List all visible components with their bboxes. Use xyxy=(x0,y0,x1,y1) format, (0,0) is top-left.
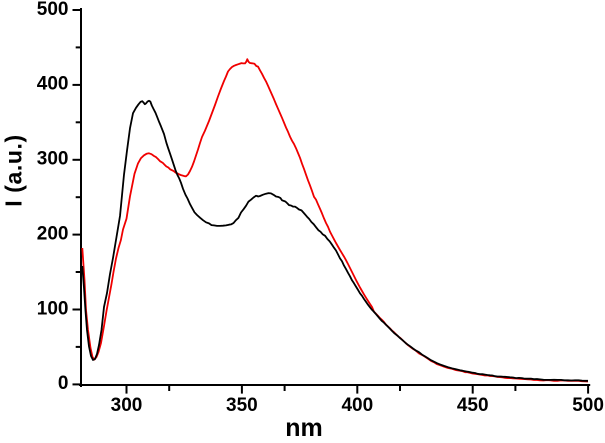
svg-text:400: 400 xyxy=(341,395,373,416)
svg-text:0: 0 xyxy=(58,373,69,394)
svg-text:500: 500 xyxy=(572,395,604,416)
svg-text:200: 200 xyxy=(37,223,69,244)
svg-text:500: 500 xyxy=(37,0,69,20)
svg-text:300: 300 xyxy=(37,149,69,170)
svg-text:nm: nm xyxy=(285,414,323,438)
svg-text:I (a.u.): I (a.u.) xyxy=(1,134,27,207)
svg-text:400: 400 xyxy=(37,74,69,95)
svg-text:100: 100 xyxy=(37,298,69,319)
svg-text:300: 300 xyxy=(111,395,143,416)
svg-text:450: 450 xyxy=(457,395,489,416)
svg-text:350: 350 xyxy=(226,395,258,416)
